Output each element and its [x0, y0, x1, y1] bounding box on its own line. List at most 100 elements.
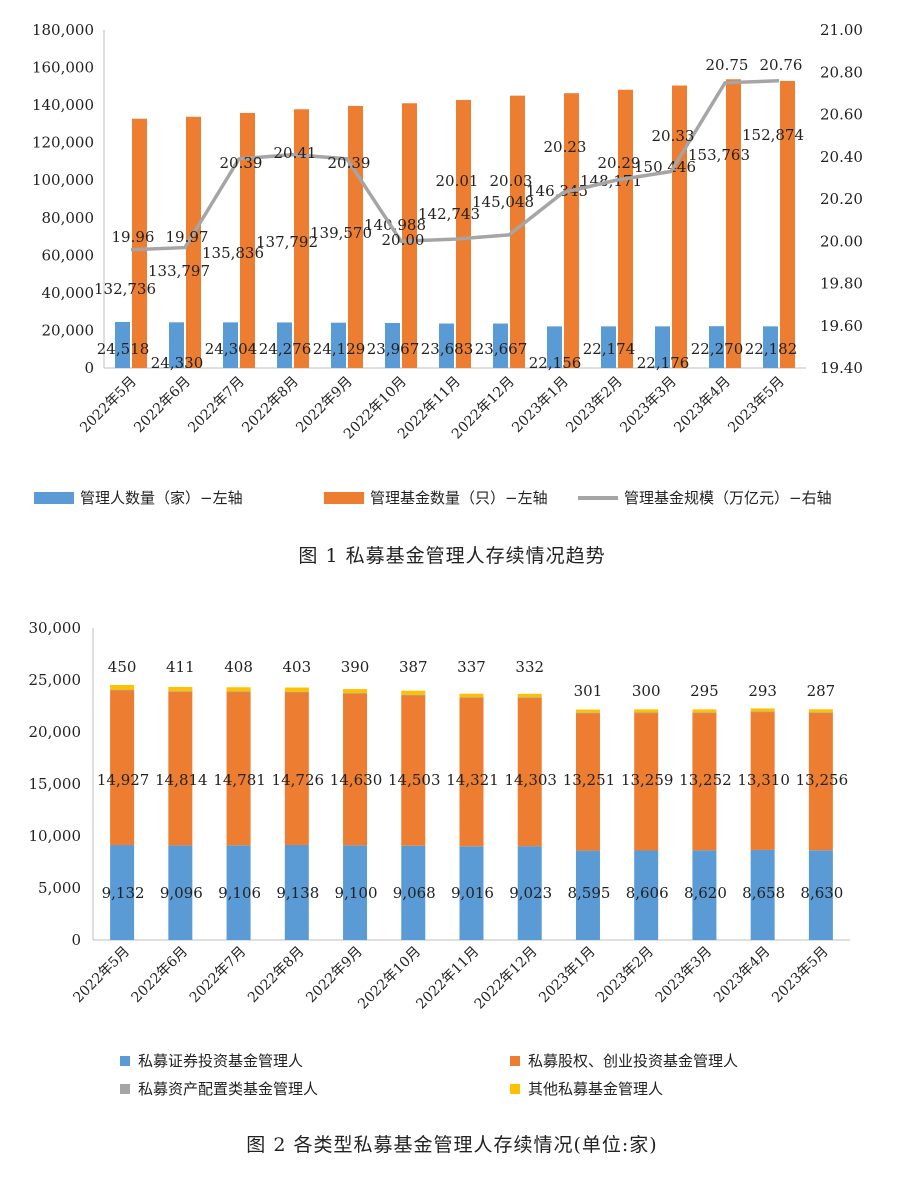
bar-managers-label: 24,129 [313, 340, 366, 358]
bar-other-label: 408 [224, 658, 253, 676]
chart-1: 0 20,000 40,000 60,000 80,000 100,000 120,000 1… [0, 0, 904, 540]
bar-other [692, 709, 717, 713]
bar-equity-vc [226, 691, 251, 846]
x-tick-label: 2022年7月 [187, 944, 250, 1007]
aum-line [130, 78, 780, 252]
legend-aum-label: 管理基金规模（万亿元）−右轴 [624, 489, 832, 507]
bar-securities-label: 8,630 [800, 884, 843, 902]
bar-managers-label: 24,518 [97, 340, 150, 358]
bar-funds [780, 80, 795, 369]
bar-managers [277, 322, 292, 368]
bar-funds-label: 145,048 [472, 193, 534, 211]
bar-securities [634, 850, 659, 940]
bar-equity-vc-label: 14,503 [388, 771, 441, 789]
legend-funds-swatch [324, 492, 364, 504]
bar-managers [547, 326, 562, 368]
bar-managers-label: 23,667 [475, 340, 528, 358]
x-tick-label: 2023年3月 [653, 944, 716, 1007]
x-tick-label: 2023年1月 [536, 944, 599, 1007]
legend-securities-label: 私募证券投资基金管理人 [138, 1052, 303, 1070]
bar-asset-alloc [168, 691, 193, 693]
bar-securities [401, 845, 426, 940]
y-tick-label: 25,000 [29, 671, 82, 689]
x-tick-label: 2022年6月 [129, 944, 192, 1007]
bar-other [750, 708, 775, 712]
aum-line-label: 19.96 [112, 228, 155, 246]
legend-managers-label: 管理人数量（家）−左轴 [80, 489, 243, 507]
bar-equity-vc [808, 712, 833, 851]
bar-equity-vc-label: 14,303 [504, 771, 557, 789]
aum-line-label: 20.39 [220, 154, 263, 172]
right-tick-label: 20.80 [820, 63, 863, 81]
legend-equity-vc-swatch [510, 1056, 520, 1066]
bar-securities-label: 9,096 [160, 884, 203, 902]
aum-line-label: 20.01 [436, 172, 479, 190]
bar-funds-label: 140,988 [364, 216, 426, 234]
y-tick-label: 30,000 [29, 619, 82, 637]
x-tick-label: 2022年5月 [77, 374, 140, 437]
bar-other [226, 687, 251, 692]
aum-line-label: 20.29 [598, 154, 641, 172]
aum-line-label: 20.00 [382, 231, 425, 249]
bar-equity-vc-label: 13,251 [563, 771, 616, 789]
x-tick-label: 2023年1月 [509, 374, 572, 437]
bar-securities [168, 845, 193, 940]
legend-other-label: 其他私募基金管理人 [528, 1080, 663, 1098]
bar-equity-vc-label: 13,310 [737, 771, 790, 789]
right-tick-label: 19.80 [820, 275, 863, 293]
bar-securities [750, 849, 775, 940]
bar-asset-alloc [459, 697, 484, 699]
bar-managers-label: 22,270 [691, 340, 744, 358]
bar-funds-label: 132,736 [94, 280, 156, 298]
bar-funds [186, 116, 201, 368]
left-tick-label: 180,000 [32, 21, 94, 39]
left-tick-label: 120,000 [32, 134, 94, 152]
bar-other [343, 689, 368, 694]
x-tick-label: 2022年8月 [245, 944, 308, 1007]
bar-other-label: 337 [457, 658, 486, 676]
aum-line-label: 20.23 [544, 138, 587, 156]
bar-managers [115, 321, 130, 368]
bar-asset-alloc [401, 694, 426, 696]
bar-securities-label: 8,620 [684, 884, 727, 902]
x-tick-label: 2023年5月 [769, 944, 832, 1007]
aum-line-label: 20.03 [490, 172, 533, 190]
bar-funds [564, 93, 579, 369]
bar-equity-vc [110, 689, 135, 846]
bar-managers-label: 22,182 [745, 340, 798, 358]
x-tick-label: 2022年9月 [303, 944, 366, 1007]
aum-line-label: 20.33 [652, 127, 695, 145]
x-tick-label: 2022年5月 [70, 944, 133, 1007]
bar-equity-vc [343, 693, 368, 846]
bar-securities [459, 846, 484, 940]
left-tick-label: 0 [84, 359, 94, 377]
figure-2-caption: 图 2 各类型私募基金管理人存续情况(单位:家) [246, 1134, 658, 1156]
bar-managers [439, 323, 454, 368]
bar-equity-vc [459, 697, 484, 847]
bar-funds [348, 105, 363, 369]
bar-securities-label: 8,658 [742, 884, 785, 902]
right-tick-label: 20.60 [820, 106, 863, 124]
bar-other [168, 686, 193, 692]
bar-equity-vc-label: 14,726 [272, 771, 325, 789]
bar-securities [517, 846, 542, 940]
aum-line-label: 20.75 [706, 56, 749, 74]
bar-equity-vc [634, 712, 659, 851]
bar-funds-label: 152,874 [742, 126, 804, 144]
bar-funds [402, 103, 417, 369]
bar-securities-label: 9,068 [393, 884, 436, 902]
left-tick-label: 40,000 [42, 284, 95, 302]
right-tick-label: 20.40 [820, 148, 863, 166]
bar-managers [385, 322, 400, 368]
bar-managers [493, 323, 508, 368]
right-tick-label: 19.60 [820, 317, 863, 335]
bar-equity-vc-label: 14,630 [330, 771, 383, 789]
bar-other [575, 709, 600, 713]
legend-asset-alloc-label: 私募资产配置类基金管理人 [138, 1080, 318, 1098]
bar-securities-label: 9,138 [276, 884, 319, 902]
bar-securities-label: 8,595 [567, 884, 610, 902]
bar-funds [294, 109, 309, 368]
right-tick-label: 21.00 [820, 21, 863, 39]
left-tick-label: 160,000 [32, 59, 94, 77]
x-tick-label: 2022年12月 [472, 944, 541, 1013]
